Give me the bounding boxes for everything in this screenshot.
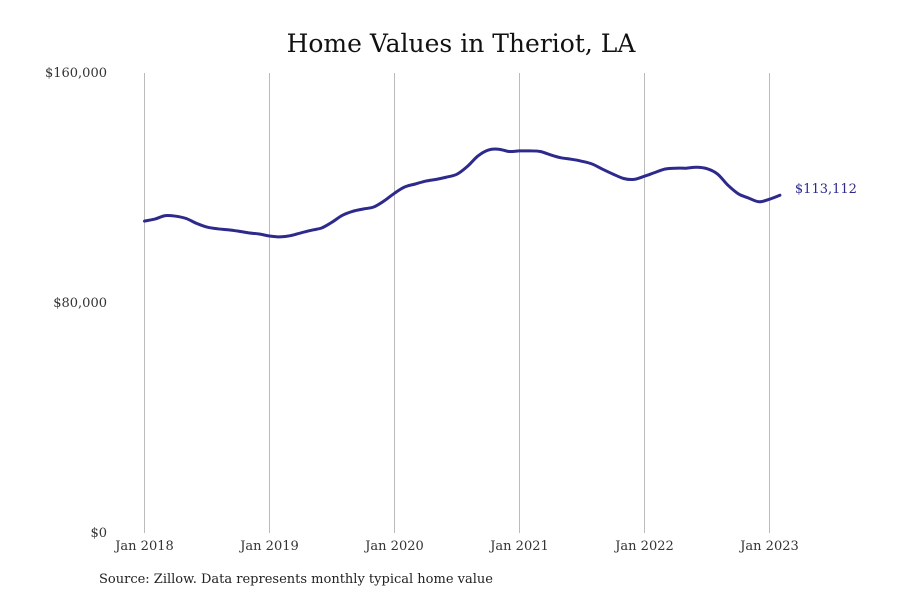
y-tick-label: $80,000 [53,296,107,311]
x-tick-label: Jan 2022 [613,539,674,554]
y-axis: $0 $80,000 $160,000 [45,66,107,541]
y-tick-label: $160,000 [45,66,107,81]
end-value-label: $113,112 [795,182,857,197]
series-line-home-value [143,147,782,239]
x-tick-label: Jan 2023 [738,539,799,554]
x-tick-label: Jan 2019 [238,539,299,554]
y-tick-label: $0 [90,526,107,541]
grid-lines [144,73,770,533]
x-tick-label: Jan 2021 [488,539,549,554]
x-axis: Jan 2018 Jan 2019 Jan 2020 Jan 2021 Jan 2022… [113,539,799,554]
chart-title: Home Values in Theriot, LA [287,29,637,58]
x-tick-label: Jan 2020 [363,539,424,554]
source-note: Source: Zillow. Data represents monthly … [99,572,493,587]
x-tick-label: Jan 2018 [113,539,174,554]
